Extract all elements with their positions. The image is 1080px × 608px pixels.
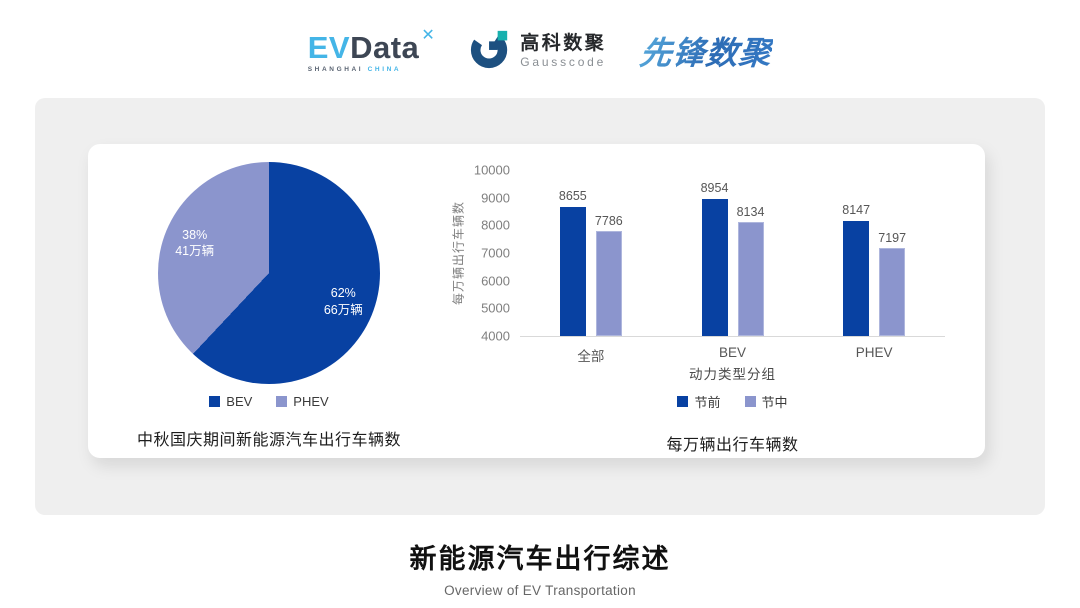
legend-swatch bbox=[276, 396, 288, 407]
evdata-logo: EVData ✕ SHANGHAI CHINA bbox=[308, 28, 435, 74]
bar-节前-BEV: 8954 bbox=[701, 181, 728, 336]
evdata-data-text: Data bbox=[350, 30, 420, 66]
evdata-wordmark: EVData ✕ bbox=[307, 27, 436, 66]
x-category-label: BEV bbox=[718, 345, 747, 360]
bar-below-plot: 动力类型分组 节前 节中 每万辆出行车辆数 bbox=[520, 337, 945, 455]
bar-legend: 节前 节中 bbox=[520, 392, 945, 411]
bar-group: 8147 7197 PHEV bbox=[803, 170, 945, 360]
bar-value-label: 7197 bbox=[878, 230, 907, 245]
pie-chart-area: 62% 66万辆 38% 41万辆 bbox=[158, 162, 380, 384]
bar-value-label: 8147 bbox=[842, 203, 871, 218]
pie-slice-percent: 62% bbox=[330, 286, 356, 301]
y-tick-label: 6000 bbox=[481, 273, 510, 289]
bar-chart-section: 每万辆出行车辆数 10000 9000 8000 7000 6000 5000 4000 8… bbox=[450, 144, 985, 458]
pie-slice-label: 38% 41万辆 bbox=[175, 227, 214, 261]
legend-label: PHEV bbox=[293, 394, 329, 409]
legend-item: 节中 bbox=[744, 392, 788, 411]
bar-group: 8954 8134 BEV bbox=[662, 170, 804, 360]
bar-y-ticks: 10000 9000 8000 7000 6000 5000 4000 bbox=[466, 163, 520, 344]
bar-group: 8655 7786 全部 bbox=[520, 170, 662, 364]
bar-chart-area: 每万辆出行车辆数 10000 9000 8000 7000 6000 5000 4000 8… bbox=[450, 163, 945, 455]
bar-y-axis-label-text: 每万辆出行车辆数 bbox=[451, 200, 466, 306]
charts-card: 62% 66万辆 38% 41万辆 BEV PHEV 中秋国庆期间新能源汽车出行车辆数 … bbox=[88, 144, 985, 458]
bar-y-axis-label: 每万辆出行车辆数 bbox=[450, 170, 466, 336]
page-footer: 新能源汽车出行综述 Overview of EV Transportation bbox=[0, 537, 1080, 598]
y-tick-label: 7000 bbox=[481, 245, 510, 261]
bar-value-label: 8134 bbox=[736, 204, 765, 219]
y-tick-label: 4000 bbox=[481, 328, 510, 344]
bar-value-label: 8954 bbox=[700, 180, 729, 195]
header-logos: EVData ✕ SHANGHAI CHINA 高科数聚 Gausscode 先锋… bbox=[0, 0, 1080, 82]
bar-plot: 8655 7786 全部 8954 8134 BEV 8147 7197 PHEV bbox=[520, 170, 945, 364]
legend-item: BEV bbox=[209, 394, 252, 409]
y-tick-label: 9000 bbox=[481, 190, 510, 206]
charts-panel: 62% 66万辆 38% 41万辆 BEV PHEV 中秋国庆期间新能源汽车出行车辆数 … bbox=[35, 98, 1045, 515]
legend-item: 节前 bbox=[677, 392, 721, 411]
pie-legend: BEV PHEV bbox=[88, 394, 450, 409]
gausscode-text: 高科数聚 Gausscode bbox=[520, 33, 606, 69]
evdata-china-text: CHINA bbox=[367, 66, 402, 74]
x-category-label: PHEV bbox=[855, 345, 893, 360]
legend-swatch bbox=[744, 396, 756, 407]
bar-节中-BEV: 8134 bbox=[737, 205, 764, 336]
page-title: 新能源汽车出行综述 bbox=[409, 544, 671, 574]
bar-节中-PHEV: 7197 bbox=[878, 231, 906, 336]
bar-value-label: 7786 bbox=[594, 214, 623, 229]
bar-y-axis: 每万辆出行车辆数 10000 9000 8000 7000 6000 5000 4000 bbox=[450, 163, 520, 344]
gausscode-logo: 高科数聚 Gausscode bbox=[469, 28, 606, 75]
y-tick-label: 10000 bbox=[473, 162, 510, 178]
bar-chart-title: 每万辆出行车辆数 bbox=[666, 437, 799, 454]
legend-item: PHEV bbox=[276, 394, 329, 409]
pie-slice-value: 41万辆 bbox=[175, 244, 215, 259]
pie-chart bbox=[158, 162, 380, 384]
pioneer-logo: 先锋数聚 bbox=[638, 28, 775, 74]
pie-slice-label: 62% 66万辆 bbox=[324, 286, 363, 320]
pie-slice-percent: 38% bbox=[182, 227, 208, 242]
bar-节中-全部: 7786 bbox=[595, 214, 623, 336]
bar-节前-全部: 8655 bbox=[559, 189, 587, 336]
bar-节前-PHEV: 8147 bbox=[842, 203, 870, 336]
y-tick-label: 8000 bbox=[481, 217, 510, 233]
legend-swatch bbox=[677, 396, 689, 407]
x-category-label: 全部 bbox=[577, 349, 605, 364]
evdata-x-icon: ✕ bbox=[421, 27, 436, 45]
legend-label: 节中 bbox=[761, 395, 788, 410]
y-tick-label: 5000 bbox=[481, 300, 510, 316]
evdata-ev-text: EV bbox=[307, 30, 351, 66]
gausscode-cn-text: 高科数聚 bbox=[520, 33, 607, 55]
pie-slice-value: 66万辆 bbox=[323, 303, 363, 318]
evdata-shanghai-text: SHANGHAI bbox=[307, 66, 364, 74]
pie-chart-section: 62% 66万辆 38% 41万辆 BEV PHEV 中秋国庆期间新能源汽车出行车辆数 bbox=[88, 144, 450, 458]
page-subtitle: Overview of EV Transportation bbox=[444, 583, 636, 598]
pie-chart-title: 中秋国庆期间新能源汽车出行车辆数 bbox=[136, 432, 401, 449]
legend-swatch bbox=[209, 396, 221, 407]
gausscode-en-text: Gausscode bbox=[520, 54, 607, 69]
bar-x-axis-label: 动力类型分组 bbox=[689, 367, 776, 382]
gausscode-g-icon bbox=[469, 28, 511, 75]
legend-label: 节前 bbox=[694, 395, 721, 410]
bar-value-label: 8655 bbox=[558, 189, 587, 204]
legend-label: BEV bbox=[226, 394, 253, 409]
evdata-subtext: SHANGHAI CHINA bbox=[308, 67, 435, 74]
